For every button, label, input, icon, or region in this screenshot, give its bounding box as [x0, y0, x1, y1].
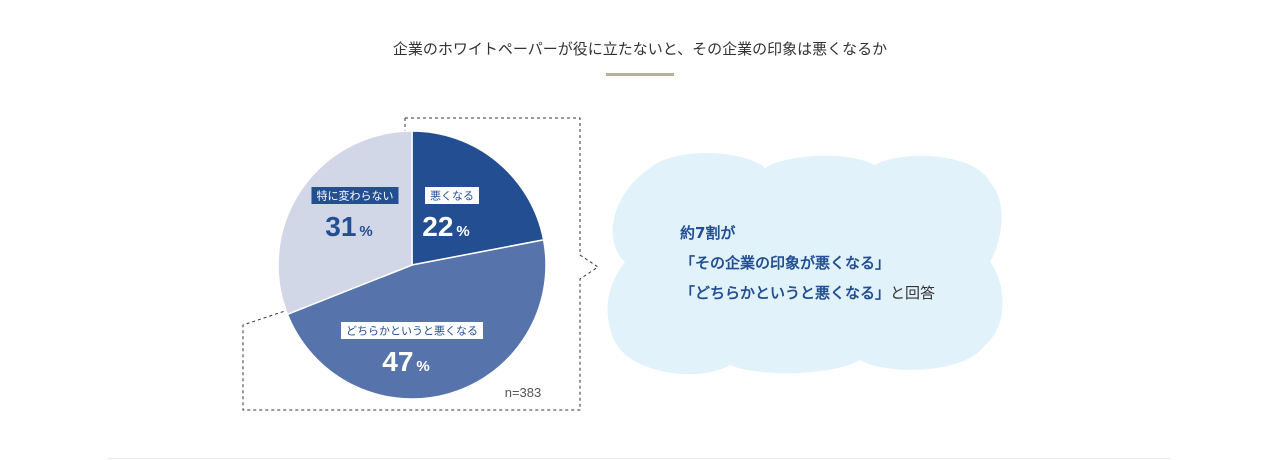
callout-line-3: 「どちらかというと悪くなる」と回答: [680, 284, 935, 302]
slice-label-1: 悪くなる: [430, 190, 474, 203]
sample-size-note: n=383: [505, 385, 542, 400]
slice-value-2: 47%: [382, 346, 430, 377]
pie-slice-3: [277, 130, 413, 316]
label-group: 悪くなる 22 % どちらかというと悪くなる 47 % 特に変わらない 31%: [311, 187, 483, 377]
callout-bubble: [607, 153, 1003, 375]
bottom-divider: [108, 458, 1170, 459]
callout-line-2: 「その企業の印象が悪くなる」: [680, 254, 890, 272]
slice-label-2: どちらかというと悪くなる: [346, 325, 478, 338]
pie-slice-2: [286, 239, 547, 400]
pie-group: [277, 130, 547, 400]
callout-line-1: 約7割が: [680, 224, 736, 242]
slice-label-3: 特に変わらない: [317, 189, 394, 203]
callout-text: 約7割が「その企業の印象が悪くなる」「どちらかというと悪くなる」と回答: [680, 224, 935, 302]
chart-title: 企業のホワイトペーパーが役に立たないと、その企業の印象は悪くなるか: [392, 40, 888, 58]
slice-label-badge-1: [425, 187, 479, 204]
title-underline: [606, 73, 674, 76]
slice-value-3: 31%: [325, 211, 373, 242]
slice-label-badge-2: [341, 322, 483, 339]
slice-value-1: 22%: [422, 211, 470, 242]
slice-label-badge-3: [311, 187, 399, 204]
